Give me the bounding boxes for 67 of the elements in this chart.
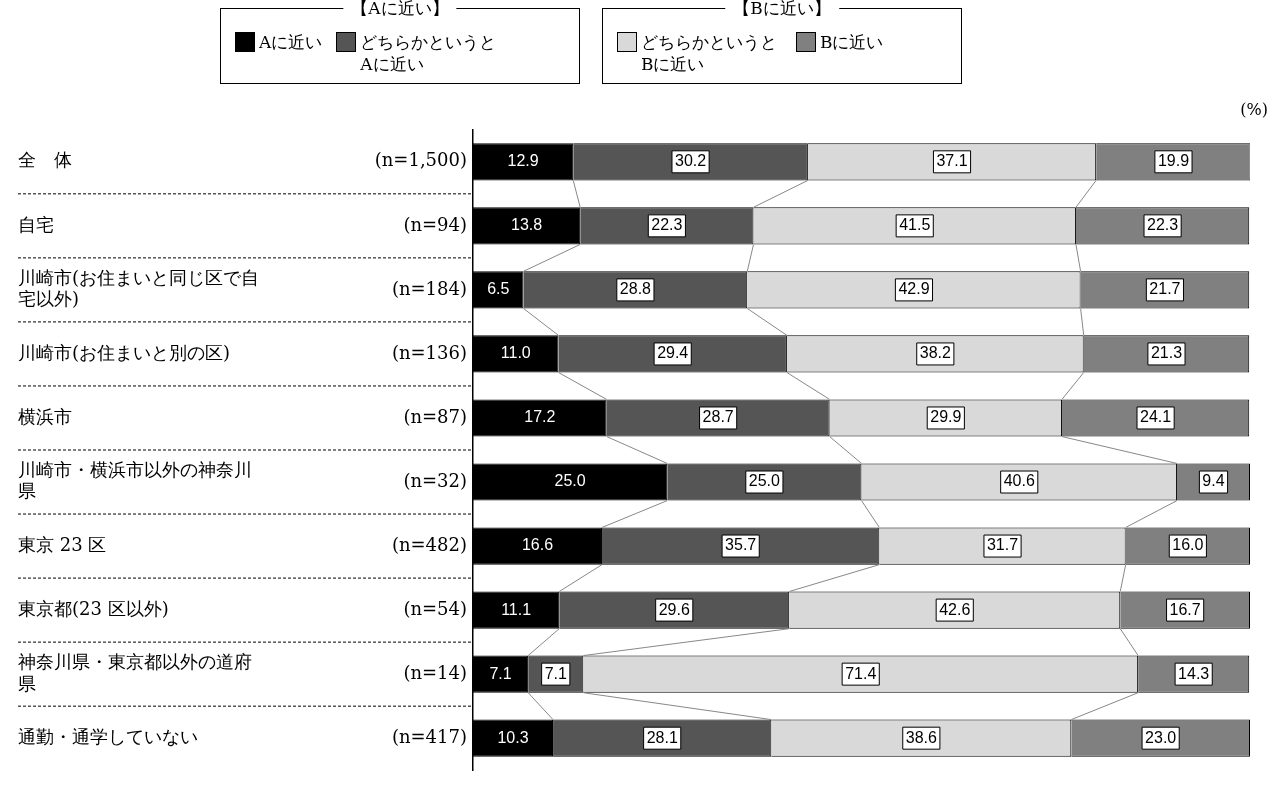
text: (%): [1240, 100, 1268, 119]
data-label: 6.5: [487, 280, 510, 298]
text: (n=184): [391, 277, 467, 299]
y-tick-label: 通勤・通学していない: [18, 725, 198, 747]
data-label: 24.1: [1140, 408, 1172, 426]
text: (n=14): [403, 661, 467, 683]
y-tick-label: 東京 23 区: [18, 533, 107, 555]
legend-label: Aに近い: [259, 31, 323, 53]
data-label: 38.2: [919, 344, 951, 362]
data-label: 42.6: [939, 600, 971, 618]
text: (n=32): [403, 469, 467, 491]
data-label: 25.0: [748, 472, 781, 490]
legend-label: どちらかというとBに近い: [641, 31, 778, 75]
data-label: 16.7: [1169, 600, 1201, 618]
y-tick-label: 東京都(23 区以外): [18, 597, 169, 619]
data-label: 31.7: [986, 536, 1019, 554]
data-label: 42.9: [898, 280, 930, 298]
data-label: 22.3: [651, 216, 683, 234]
data-label: 40.6: [1003, 472, 1035, 490]
legend-label: Bに近い: [820, 31, 884, 53]
data-label: 22.3: [1147, 216, 1179, 234]
y-tick-label: 全 体: [18, 149, 72, 171]
data-label: 23.0: [1145, 728, 1177, 746]
y-tick-label: 川崎市(お住まいと別の区): [18, 341, 231, 363]
data-label: 28.8: [619, 280, 652, 298]
data-label: 13.8: [511, 216, 543, 234]
data-label: 25.0: [554, 472, 586, 490]
text: 【Aに近い】: [343, 0, 457, 20]
text: (n=482): [391, 533, 467, 555]
text: (n=1,500): [374, 149, 467, 171]
data-label: 14.3: [1178, 664, 1210, 682]
text: (n=94): [403, 213, 467, 235]
data-label: 21.7: [1149, 280, 1181, 298]
legend-label: どちらかというとAに近い: [360, 31, 498, 75]
y-tick-label: 横浜市: [18, 405, 72, 427]
data-label: 30.2: [674, 152, 707, 170]
data-label: 16.6: [521, 536, 554, 554]
data-label: 35.7: [725, 536, 757, 554]
data-label: 21.3: [1150, 344, 1183, 362]
data-label: 41.5: [899, 216, 931, 234]
data-label: 7.1: [544, 664, 567, 682]
text: (n=136): [391, 341, 467, 363]
data-label: 28.1: [646, 728, 678, 746]
data-label: 9.4: [1202, 472, 1225, 490]
data-label: 7.1: [489, 664, 512, 682]
data-label: 11.0: [500, 344, 531, 362]
data-label: 28.7: [702, 408, 734, 426]
y-tick-label: 自宅: [18, 213, 54, 235]
data-label: 29.4: [657, 344, 689, 362]
data-label: 16.0: [1172, 536, 1204, 554]
data-label: 11.1: [501, 600, 532, 618]
text: (n=417): [391, 725, 467, 747]
data-label: 19.9: [1157, 152, 1190, 170]
data-label: 12.9: [507, 152, 539, 170]
data-label: 71.4: [845, 664, 877, 682]
text: (n=87): [403, 405, 467, 427]
y-tick-label: 川崎市(お住まいと同じ区で自宅以外): [18, 266, 260, 310]
y-tick-label: 川崎市・横浜市以外の神奈川県: [18, 458, 252, 502]
text: (n=54): [403, 597, 467, 619]
data-label: 29.9: [930, 408, 962, 426]
data-label: 17.2: [524, 408, 556, 426]
data-label: 38.6: [905, 728, 937, 746]
data-label: 29.6: [658, 600, 690, 618]
data-label: 10.3: [497, 728, 529, 746]
data-label: 37.1: [936, 152, 968, 170]
text: 【Bに近い】: [725, 0, 839, 20]
y-tick-label: 神奈川県・東京都以外の道府県: [18, 651, 252, 694]
